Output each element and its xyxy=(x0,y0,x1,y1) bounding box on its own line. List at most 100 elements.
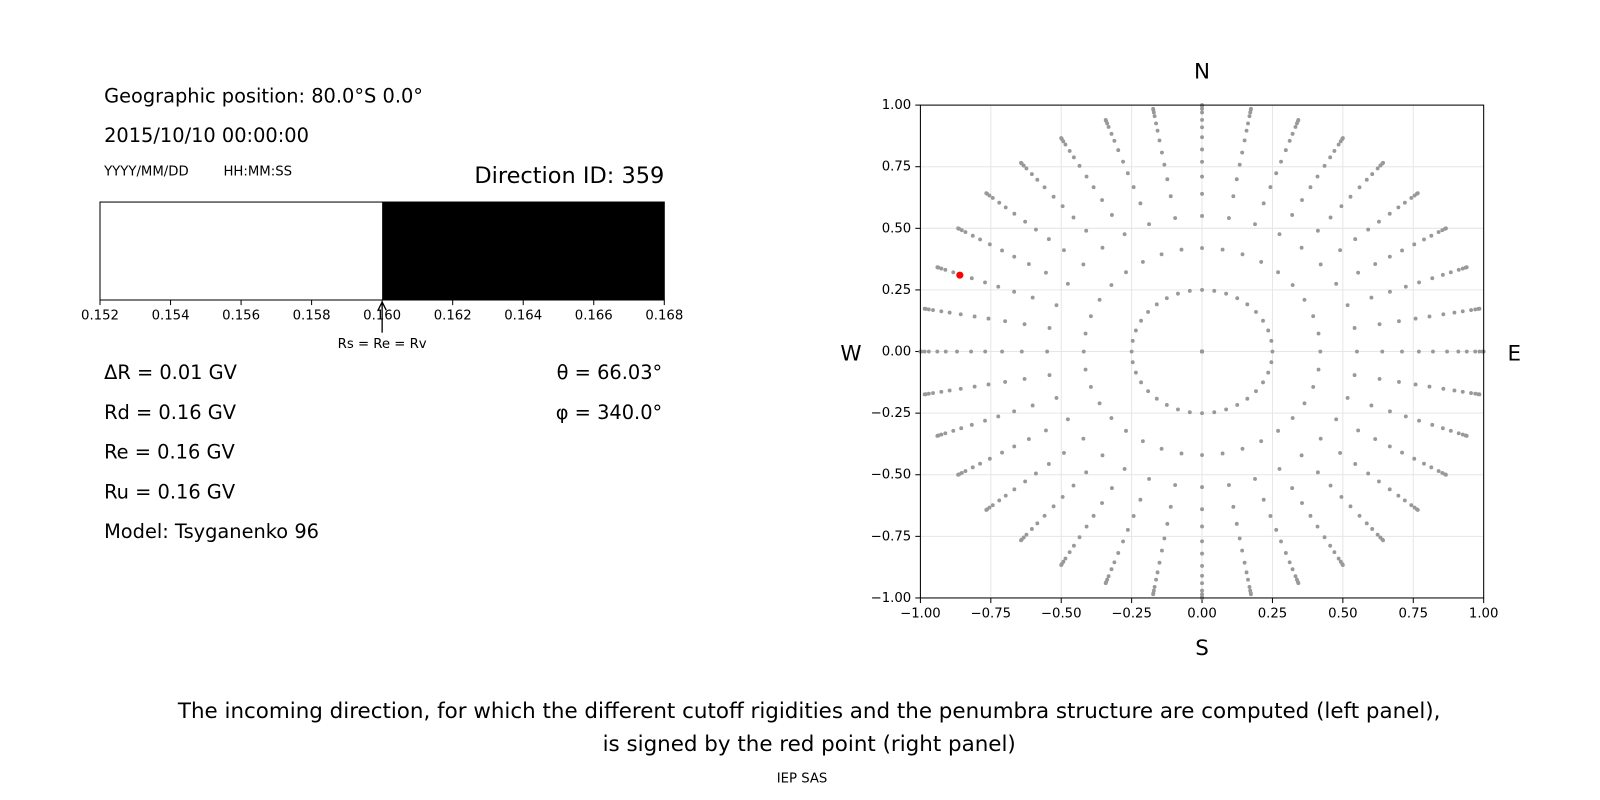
direction-point xyxy=(1417,418,1421,423)
direction-point xyxy=(1460,432,1465,437)
direction-point xyxy=(970,233,975,238)
direction-point xyxy=(1381,160,1386,165)
direction-point xyxy=(969,276,974,281)
direction-point xyxy=(1448,270,1453,275)
direction-point xyxy=(1369,295,1374,300)
direction-point xyxy=(1387,211,1392,216)
direction-point xyxy=(1200,147,1204,152)
position: Geographic position: 80.0°S 0.0° xyxy=(104,84,423,107)
direction-point xyxy=(1157,138,1162,143)
direction-point xyxy=(1200,581,1204,586)
direction-point xyxy=(1328,155,1333,160)
direction-point xyxy=(1060,494,1065,499)
y-tick-label: −0.25 xyxy=(871,406,912,421)
direction-point xyxy=(1154,302,1159,307)
direction-point xyxy=(1366,227,1371,232)
direction-point xyxy=(1019,160,1023,165)
direction-point xyxy=(1103,118,1108,122)
direction-point xyxy=(1436,469,1441,473)
direction-point xyxy=(1062,248,1066,253)
direction-point xyxy=(1268,185,1273,190)
datetime: 2015/10/10 00:00:00 xyxy=(104,124,309,147)
direction-point xyxy=(1377,376,1382,381)
direction-point xyxy=(1084,174,1089,179)
y-tick-label: 1.00 xyxy=(882,98,912,113)
direction-point xyxy=(939,309,944,314)
direction-point xyxy=(1097,401,1102,406)
direction-point xyxy=(1293,574,1298,579)
direction-point xyxy=(1065,417,1070,422)
direction-point xyxy=(956,472,961,477)
direction-point xyxy=(935,433,940,438)
direction-point xyxy=(1396,205,1401,210)
direction-point xyxy=(951,270,956,275)
direction-point xyxy=(1290,283,1295,287)
direction-point xyxy=(1397,319,1401,324)
direction-point xyxy=(1121,539,1125,544)
direction-point xyxy=(1456,431,1461,436)
direction-point xyxy=(1415,507,1420,512)
direction-point xyxy=(1129,349,1134,354)
time-format: HH:MM:SS xyxy=(223,164,292,179)
direction-point xyxy=(1224,291,1229,296)
y-tick-label: 0.75 xyxy=(882,160,912,175)
direction-point xyxy=(1370,527,1375,531)
direction-point xyxy=(1429,465,1434,470)
direction-point xyxy=(931,308,935,312)
direction-point xyxy=(1373,262,1378,266)
direction-point xyxy=(1124,270,1128,275)
direction-point xyxy=(1308,185,1313,190)
direction-point xyxy=(1274,527,1279,532)
direction-point xyxy=(1315,174,1320,179)
direction-point xyxy=(1159,548,1164,553)
direction-point xyxy=(947,388,952,393)
direction-point xyxy=(1348,504,1353,509)
direction-point xyxy=(1231,504,1236,509)
direction-point xyxy=(1176,407,1180,412)
direction-point xyxy=(1125,527,1130,532)
direction-point xyxy=(1261,497,1266,502)
direction-point xyxy=(1084,524,1089,529)
direction-point xyxy=(1380,349,1385,354)
direction-point xyxy=(1412,242,1417,247)
direction-point xyxy=(1029,527,1034,531)
direction-point xyxy=(1200,159,1204,164)
direction-point xyxy=(1046,237,1051,242)
direction-point xyxy=(935,265,940,270)
direction-point xyxy=(951,428,956,433)
direction-point xyxy=(1023,479,1028,484)
direction-point xyxy=(1311,314,1316,319)
direction-point xyxy=(1012,289,1017,294)
direction-point xyxy=(1154,396,1159,401)
direction-point xyxy=(1133,370,1138,375)
direction-point xyxy=(1146,389,1151,394)
direction-point xyxy=(1332,550,1337,555)
x-tick-label: 1.00 xyxy=(1469,606,1499,621)
direction-point xyxy=(1328,483,1333,488)
direction-point xyxy=(1224,407,1229,412)
direction-point xyxy=(1431,349,1435,354)
direction-point xyxy=(1261,380,1265,385)
direction-point xyxy=(1159,252,1164,257)
direction-point xyxy=(1279,539,1283,544)
direction-point xyxy=(939,389,944,394)
direction-point xyxy=(1179,451,1184,456)
direction-point xyxy=(1200,588,1204,593)
theta: θ = 66.03° xyxy=(557,361,663,384)
direction-point xyxy=(943,267,948,272)
direction-point xyxy=(1033,227,1038,232)
direction-point xyxy=(1328,215,1333,220)
direction-point xyxy=(1460,309,1465,314)
direction-point xyxy=(1200,485,1204,490)
direction-point xyxy=(1116,551,1121,555)
direction-point xyxy=(955,349,959,354)
direction-point xyxy=(1377,219,1381,224)
y-tick-label: −0.75 xyxy=(871,529,912,544)
direction-point xyxy=(1054,303,1059,308)
direction-point xyxy=(1247,114,1252,119)
direction-point xyxy=(1270,349,1275,354)
direction-point xyxy=(1154,121,1159,126)
direction-point xyxy=(1200,349,1204,354)
direction-point xyxy=(943,431,948,436)
direction-point xyxy=(1200,563,1204,568)
